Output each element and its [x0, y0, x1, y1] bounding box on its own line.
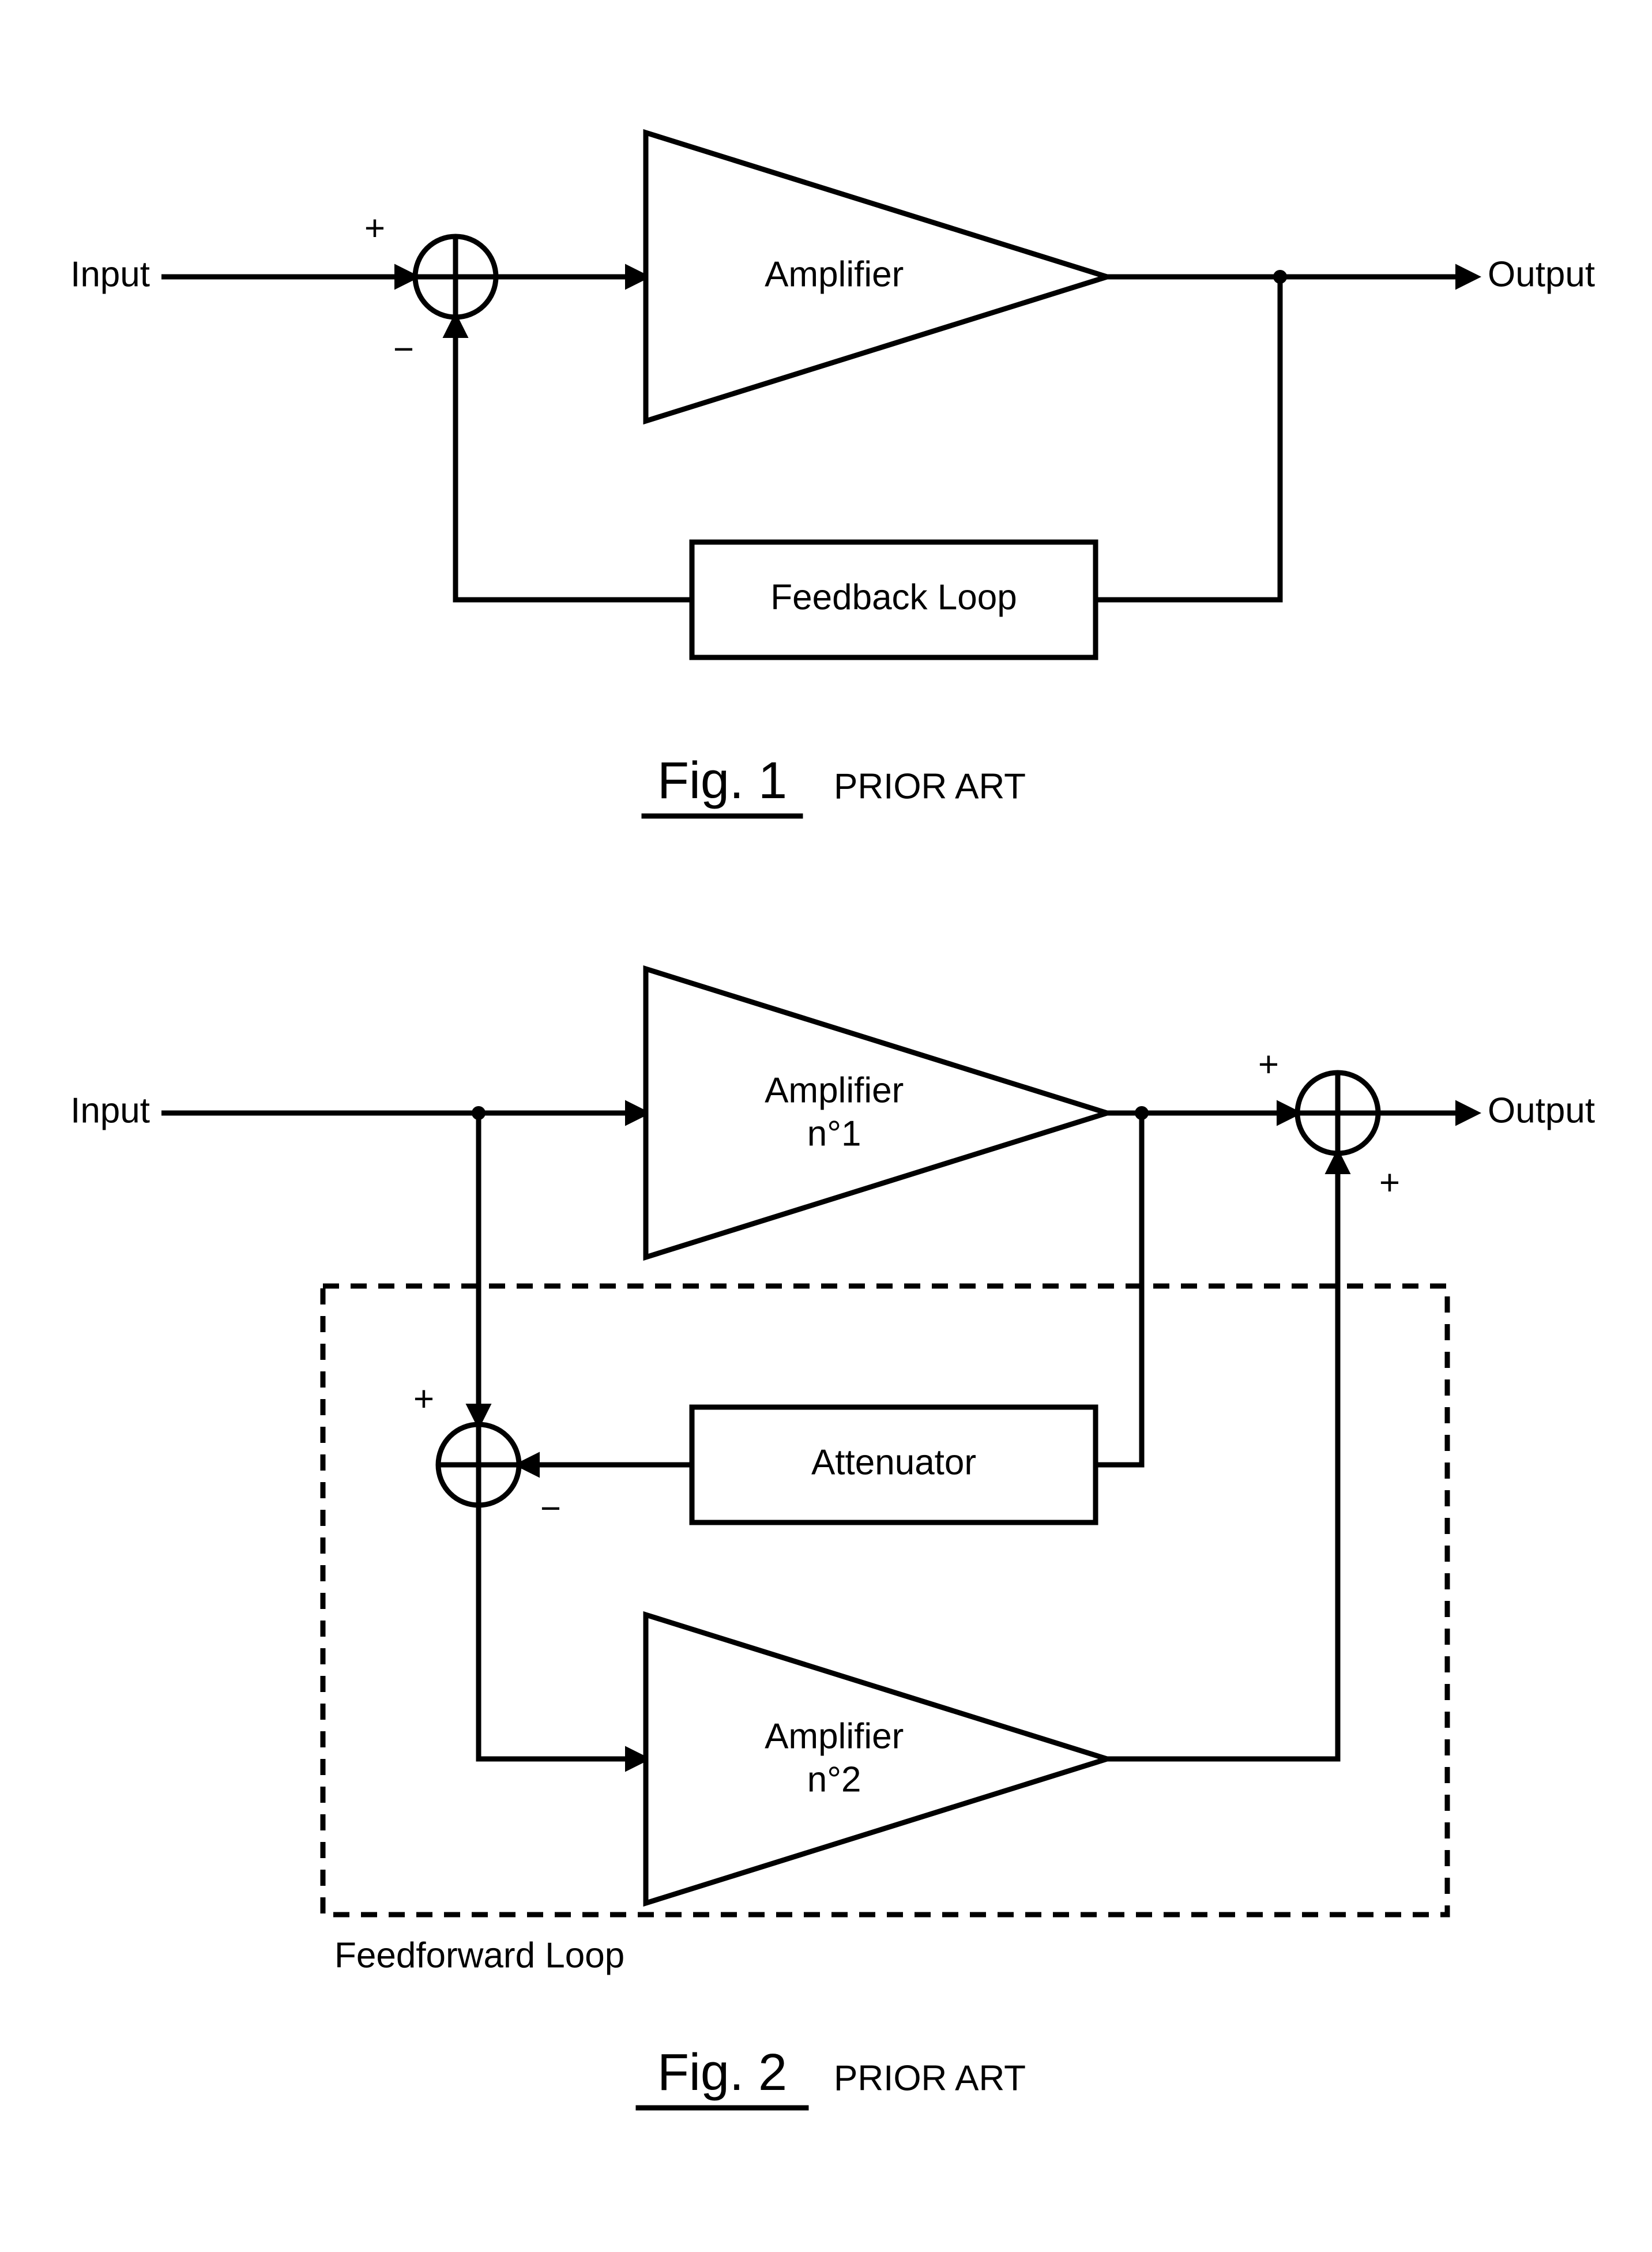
summing-junction	[415, 236, 496, 317]
plus-sign-error: +	[413, 1379, 434, 1419]
output-label: Output	[1488, 254, 1595, 294]
amplifier-label: Amplifier	[765, 254, 904, 294]
feedback-label: Feedback Loop	[770, 577, 1017, 617]
caption-fig: Fig. 2	[657, 2044, 787, 2101]
output-summer	[1297, 1073, 1378, 1153]
feedback-line-right	[1096, 277, 1280, 600]
minus-sign-attenuator: −	[540, 1488, 561, 1528]
attenuator-label: Attenuator	[811, 1442, 976, 1482]
error-summer	[438, 1424, 519, 1505]
amplifier-2	[646, 1615, 1107, 1903]
amplifier-1-label-1: Amplifier	[765, 1070, 904, 1110]
caption-sub: PRIOR ART	[834, 2058, 1026, 2098]
line-amp1-attenuator	[1096, 1113, 1142, 1465]
amplifier-1	[646, 969, 1107, 1257]
amplifier-1-label-2: n°1	[807, 1114, 861, 1153]
caption-fig: Fig. 1	[657, 752, 787, 810]
caption-sub: PRIOR ART	[834, 766, 1026, 806]
output-label: Output	[1488, 1091, 1595, 1130]
minus-sign-feedback: −	[393, 329, 414, 369]
figure-2: Input Amplifier n°1 + Output Feedforward Loop…	[70, 969, 1595, 2108]
input-label: Input	[70, 254, 150, 294]
figure-1-caption: Fig. 1 PRIOR ART	[642, 752, 1026, 816]
line-summer1-amp2	[479, 1505, 646, 1759]
figure-1: Input + Amplifier Output Feedback Loop − Fig. …	[70, 133, 1595, 816]
feedforward-label: Feedforward Loop	[334, 1935, 624, 1975]
amplifier-2-label-1: Amplifier	[765, 1716, 904, 1756]
plus-sign-main: +	[1258, 1044, 1279, 1084]
plus-sign-correction: +	[1379, 1163, 1400, 1202]
input-label: Input	[70, 1091, 150, 1130]
plus-sign-input: +	[364, 208, 385, 248]
figure-2-caption: Fig. 2 PRIOR ART	[636, 2044, 1026, 2108]
amplifier-2-label-2: n°2	[807, 1760, 861, 1799]
